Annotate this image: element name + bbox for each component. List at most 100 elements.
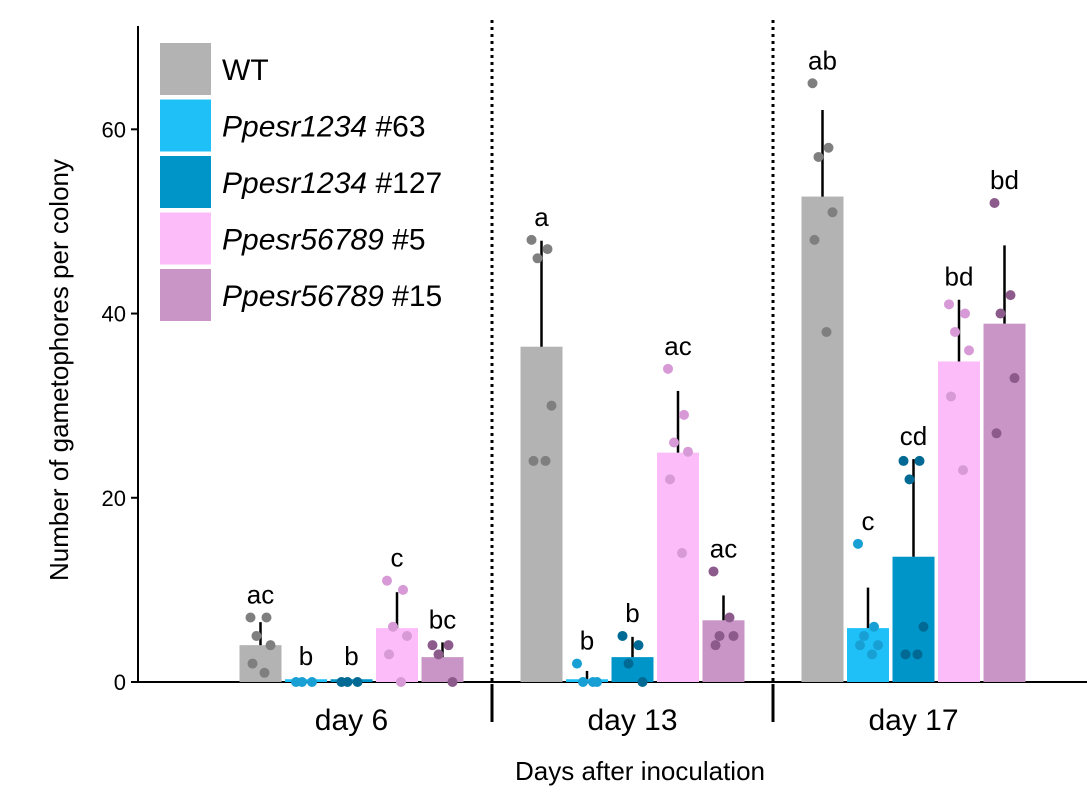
bar bbox=[702, 620, 745, 682]
bar bbox=[801, 196, 844, 682]
data-point bbox=[342, 677, 353, 687]
legend-swatch bbox=[160, 212, 211, 265]
significance-letter: ac bbox=[247, 580, 274, 610]
data-point bbox=[382, 575, 392, 586]
data-point bbox=[855, 640, 865, 651]
data-point bbox=[447, 677, 458, 687]
data-point bbox=[259, 667, 270, 678]
data-point bbox=[898, 455, 909, 466]
legend-swatch bbox=[160, 269, 211, 321]
data-point bbox=[710, 640, 721, 651]
data-point bbox=[532, 253, 543, 264]
data-point bbox=[679, 409, 689, 420]
data-point bbox=[265, 640, 276, 651]
data-point bbox=[245, 612, 256, 623]
data-point bbox=[823, 142, 834, 153]
bar bbox=[239, 645, 282, 682]
bar bbox=[983, 323, 1026, 682]
significance-letter: b bbox=[625, 598, 639, 628]
data-point bbox=[592, 677, 602, 687]
data-point bbox=[261, 612, 272, 623]
data-point bbox=[433, 649, 444, 660]
data-point bbox=[807, 78, 818, 89]
significance-letter: c bbox=[862, 506, 875, 536]
data-point bbox=[388, 621, 398, 632]
data-point bbox=[402, 630, 412, 641]
legend-label: WT bbox=[222, 54, 269, 87]
data-point bbox=[443, 640, 454, 651]
data-point bbox=[677, 548, 687, 559]
data-point bbox=[683, 446, 693, 457]
data-point bbox=[528, 455, 539, 466]
significance-letter: bd bbox=[945, 262, 974, 292]
data-point bbox=[572, 658, 582, 669]
data-point bbox=[526, 234, 537, 245]
data-point bbox=[964, 345, 974, 356]
legend-label: Ppesr1234 #127 bbox=[222, 167, 442, 200]
data-point bbox=[307, 677, 317, 687]
data-point bbox=[665, 474, 675, 485]
data-point bbox=[873, 640, 883, 651]
data-point bbox=[918, 621, 929, 632]
data-point bbox=[1005, 290, 1016, 301]
data-point bbox=[859, 630, 869, 641]
data-point bbox=[809, 234, 820, 245]
data-point bbox=[398, 584, 408, 595]
bar bbox=[520, 346, 563, 682]
significance-letter: a bbox=[534, 202, 549, 232]
bar bbox=[892, 556, 935, 682]
data-point bbox=[546, 400, 557, 411]
x-tick-label: day 17 bbox=[868, 704, 958, 737]
significance-letter: ac bbox=[664, 331, 691, 361]
data-point bbox=[912, 649, 923, 660]
data-point bbox=[297, 677, 307, 687]
data-point bbox=[633, 640, 644, 651]
data-point bbox=[950, 326, 960, 337]
legend-label: Ppesr56789 #15 bbox=[222, 280, 442, 313]
x-axis-title: Days after inoculation bbox=[515, 756, 765, 786]
data-point bbox=[251, 630, 262, 641]
data-point bbox=[623, 658, 634, 669]
data-point bbox=[427, 640, 438, 651]
bar bbox=[657, 452, 699, 682]
data-point bbox=[724, 612, 735, 623]
data-point bbox=[946, 391, 956, 402]
significance-letter: cd bbox=[900, 421, 927, 451]
legend-swatch bbox=[160, 43, 211, 95]
data-point bbox=[900, 649, 911, 660]
data-point bbox=[352, 677, 363, 687]
legend-label: Ppesr1234 #63 bbox=[222, 111, 426, 144]
data-point bbox=[904, 474, 915, 485]
data-point bbox=[813, 151, 824, 162]
data-point bbox=[827, 207, 838, 218]
data-point bbox=[669, 437, 679, 448]
data-point bbox=[637, 677, 648, 687]
data-point bbox=[989, 198, 1000, 209]
data-point bbox=[540, 455, 551, 466]
y-tick-label: 0 bbox=[114, 670, 126, 695]
legend-swatch bbox=[160, 99, 211, 152]
data-point bbox=[1009, 373, 1020, 384]
significance-letter: b bbox=[299, 641, 313, 671]
significance-letter: b bbox=[344, 641, 358, 671]
data-point bbox=[714, 630, 725, 641]
data-point bbox=[728, 630, 739, 641]
data-point bbox=[991, 428, 1002, 439]
data-point bbox=[578, 677, 588, 687]
data-point bbox=[853, 538, 863, 549]
data-point bbox=[384, 649, 394, 660]
data-point bbox=[960, 308, 970, 319]
data-point bbox=[944, 299, 954, 310]
y-tick-label: 40 bbox=[102, 302, 126, 327]
significance-letter: ac bbox=[710, 533, 737, 563]
bar bbox=[421, 657, 464, 682]
y-tick-label: 20 bbox=[102, 486, 126, 511]
data-point bbox=[995, 308, 1006, 319]
x-tick-label: day 6 bbox=[315, 704, 388, 737]
legend-label: Ppesr56789 #5 bbox=[222, 224, 426, 257]
legend-swatch bbox=[160, 156, 211, 208]
bar bbox=[938, 361, 980, 682]
significance-letter: bc bbox=[429, 604, 456, 634]
y-tick-label: 60 bbox=[102, 117, 126, 142]
